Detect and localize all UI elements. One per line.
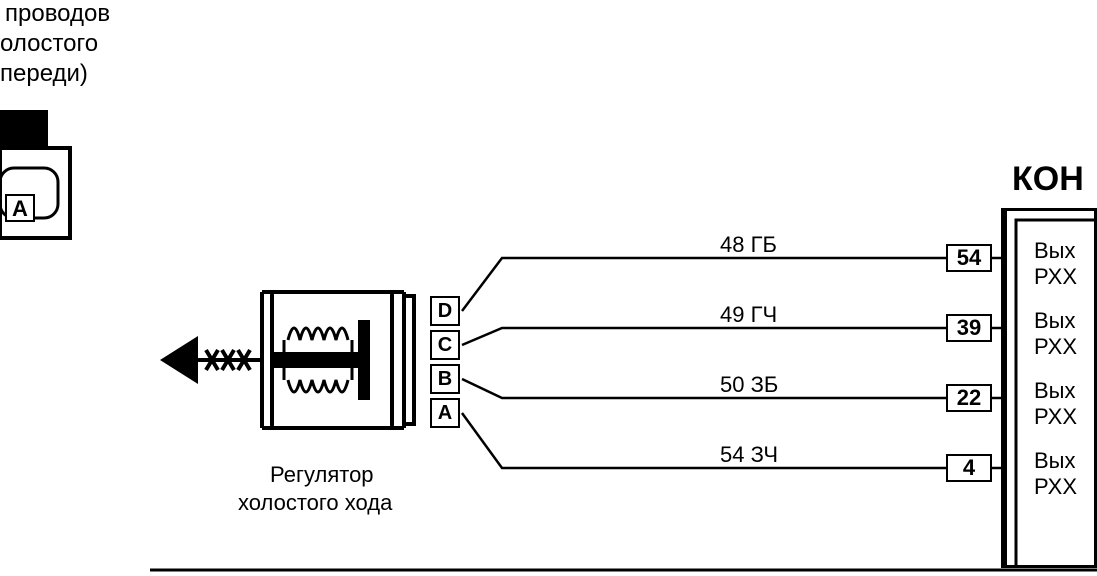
bottom-rule [0,0,1097,576]
